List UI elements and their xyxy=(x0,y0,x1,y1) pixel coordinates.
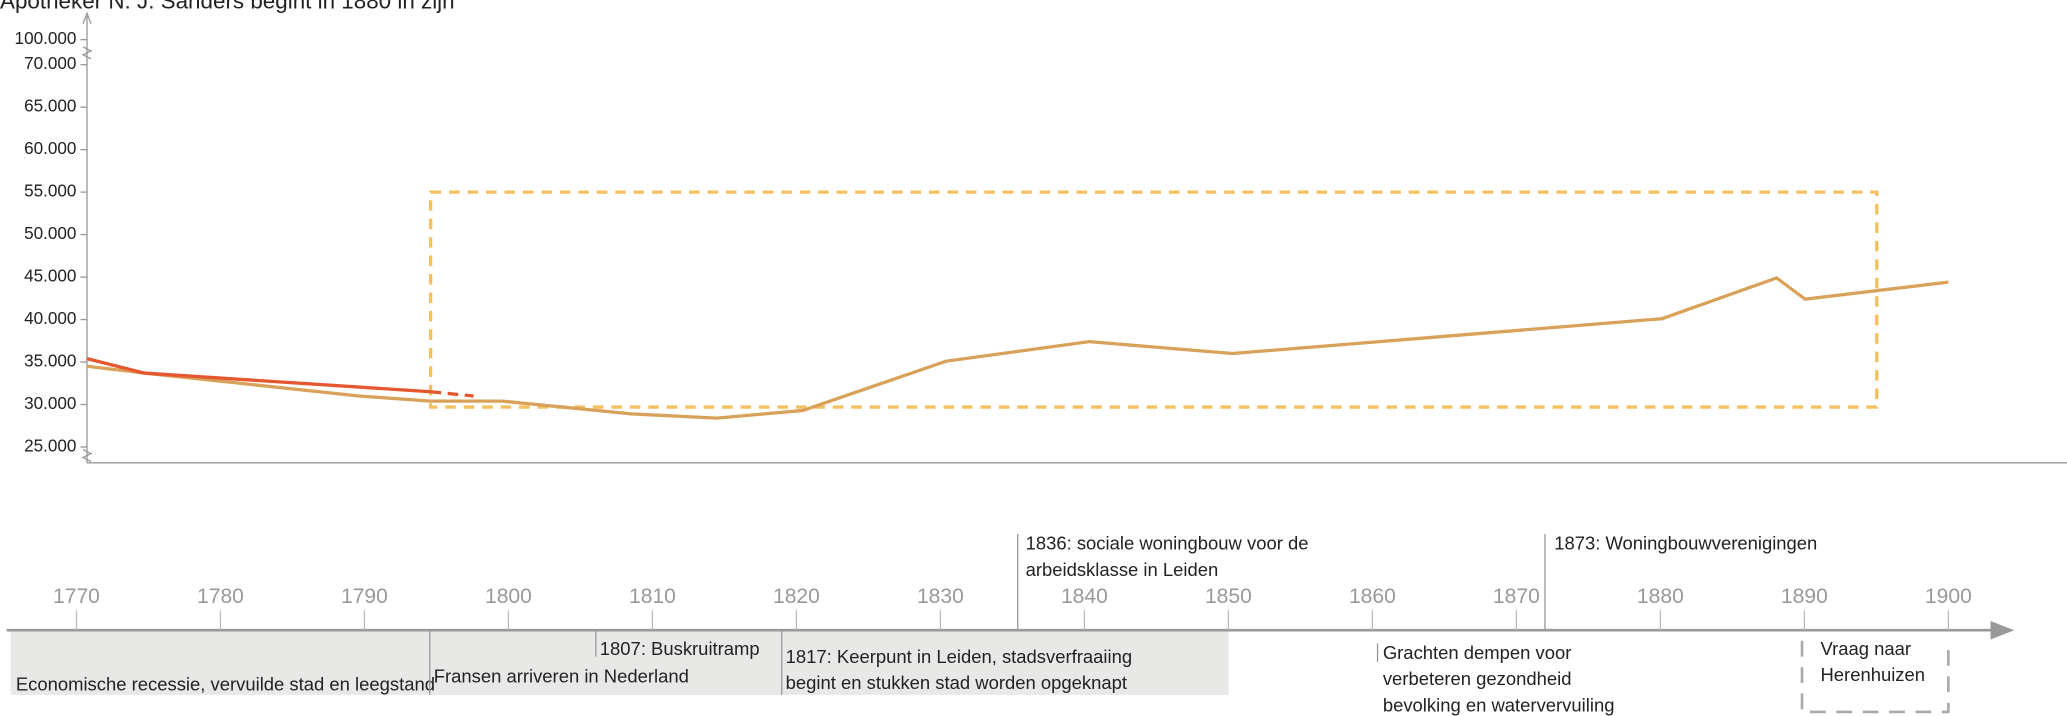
event-label: Fransen arriveren in Nederland xyxy=(434,666,689,687)
timeline-year: 1820 xyxy=(773,585,820,608)
y-tick-label: 70.000 xyxy=(24,53,76,73)
timeline-year: 1810 xyxy=(629,585,676,608)
timeline-year: 1800 xyxy=(485,585,532,608)
timeline-year: 1840 xyxy=(1061,585,1108,608)
chart-title: Apotheker N. J. Sanders begint in 1880 i… xyxy=(0,0,455,14)
y-tick-label: 40.000 xyxy=(24,308,76,328)
timeline-year: 1900 xyxy=(1925,585,1972,608)
y-tick-label: 60.000 xyxy=(24,138,76,158)
timeline-year: 1830 xyxy=(917,585,964,608)
y-tick-label: 65.000 xyxy=(24,96,76,116)
highlight-box xyxy=(428,190,1879,409)
timeline-year: 1850 xyxy=(1205,585,1252,608)
timeline-year: 1890 xyxy=(1781,585,1828,608)
y-tick-label: 35.000 xyxy=(24,351,76,371)
event-label: Vraag naar xyxy=(1820,638,1911,659)
event-label: begint en stukken stad worden opgeknapt xyxy=(786,672,1127,693)
event-label: 1807: Buskruitramp xyxy=(600,638,760,659)
axis-break xyxy=(81,46,93,60)
y-axis-arrow xyxy=(82,11,92,25)
line xyxy=(430,390,474,398)
event-label: bevolking en watervervuiling xyxy=(1383,695,1615,716)
y-tick-label: 55.000 xyxy=(24,181,76,201)
period-band xyxy=(429,630,782,695)
dashed-bracket xyxy=(1800,640,1950,714)
y-tick-label: 100.000 xyxy=(15,28,77,48)
event-label: arbeidsklasse in Leiden xyxy=(1026,559,1219,580)
event-label: Herenhuizen xyxy=(1820,664,1925,685)
event-label: verbeteren gezondheid xyxy=(1383,668,1572,689)
axis-break xyxy=(81,449,93,463)
timeline-year: 1790 xyxy=(341,585,388,608)
line xyxy=(86,276,1949,420)
timeline-arrow xyxy=(1990,620,2015,640)
y-tick-label: 25.000 xyxy=(24,436,76,456)
event-label: 1836: sociale woningbouw voor de xyxy=(1026,532,1309,553)
timeline-year: 1880 xyxy=(1637,585,1684,608)
event-label: Economische recessie, vervuilde stad en … xyxy=(16,673,435,694)
event-label: 1817: Keerpunt in Leiden, stadsverfraaii… xyxy=(786,646,1132,667)
event-label: 1873: Woningbouwverenigingen xyxy=(1554,532,1817,553)
period-band xyxy=(781,630,1229,695)
timeline-year: 1860 xyxy=(1349,585,1396,608)
event-label: Grachten dempen voor xyxy=(1383,642,1572,663)
y-tick-label: 50.000 xyxy=(24,223,76,243)
timeline-year: 1770 xyxy=(53,585,100,608)
y-tick-label: 45.000 xyxy=(24,266,76,286)
y-tick-label: 30.000 xyxy=(24,393,76,413)
line xyxy=(86,357,431,394)
timeline-year: 1870 xyxy=(1493,585,1540,608)
period-band xyxy=(10,630,430,695)
timeline-year: 1780 xyxy=(197,585,244,608)
